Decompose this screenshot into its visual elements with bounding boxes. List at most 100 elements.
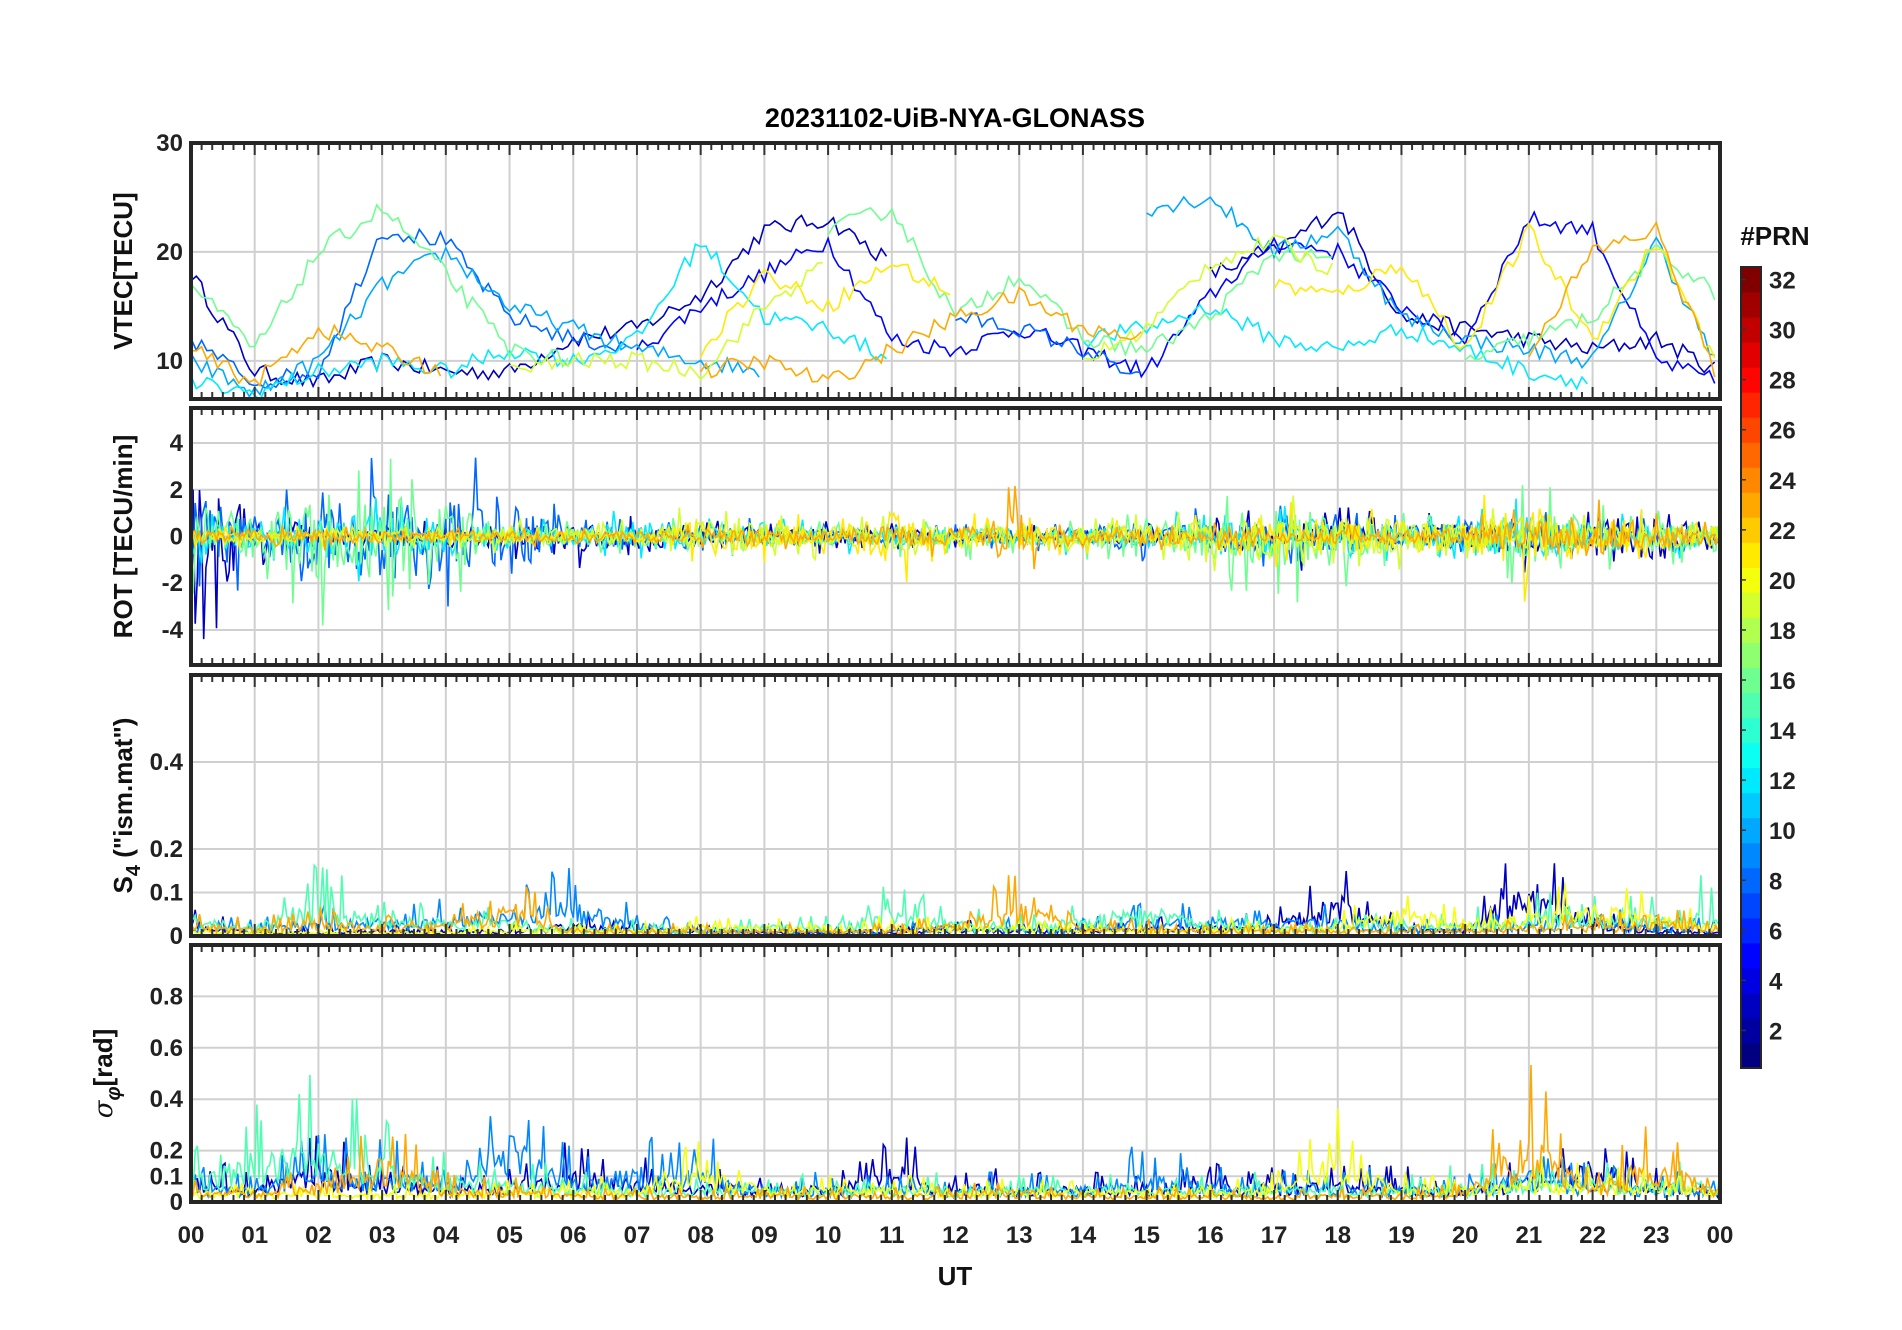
- panel-vtec: 10 20 30 VTEC[TECU]: [108, 130, 1722, 401]
- y-tick-label: 0.2: [150, 836, 183, 863]
- colorbar-swatch: [1741, 742, 1761, 769]
- colorbar-frame: [1740, 266, 1762, 1069]
- x-tick-label: 17: [1261, 1222, 1288, 1249]
- y-axis-label: VTEC[TECU]: [108, 192, 138, 349]
- colorbar-label: #PRN: [1740, 221, 1809, 251]
- colorbar-swatch: [1741, 967, 1761, 994]
- colorbar-tick-label: 26: [1769, 418, 1796, 445]
- colorbar-swatch: [1741, 867, 1761, 894]
- y-tick-label: 0.8: [150, 983, 183, 1010]
- x-tick-label: 22: [1579, 1222, 1606, 1249]
- y-axis-label: ROT [TECU/min]: [108, 435, 138, 639]
- y-tick-label: 0.1: [150, 880, 183, 907]
- panel-rot: -4 -2 0 2 4 ROT [TECU/min]: [108, 406, 1722, 667]
- y-tick-label: -2: [162, 570, 183, 597]
- colorbar-swatch: [1741, 1017, 1761, 1044]
- colorbar-swatch: [1741, 492, 1761, 518]
- colorbar-swatch: [1741, 292, 1761, 318]
- colorbar-tick-label: 20: [1769, 568, 1796, 595]
- x-tick-label: 14: [1070, 1222, 1097, 1249]
- series-line-prn-23: [191, 220, 1716, 388]
- x-tick-label: 11: [879, 1222, 904, 1249]
- x-tick-label: 00: [178, 1222, 205, 1249]
- colorbar-swatch: [1741, 792, 1761, 819]
- series-line-prn-8: [191, 457, 1720, 607]
- x-tick-label: 03: [369, 1222, 396, 1249]
- x-tick-label: 08: [687, 1222, 714, 1249]
- y-tick-label: 10: [156, 348, 183, 375]
- series-line-prn-12: [191, 243, 1588, 399]
- y-tick-label: 0.4: [150, 1086, 184, 1113]
- y-tick-label: 0: [170, 524, 183, 551]
- panel-frame: [189, 673, 1722, 938]
- x-tick-label: 23: [1643, 1222, 1670, 1249]
- colorbar-swatch: [1741, 317, 1761, 343]
- colorbar-tick-label: 28: [1769, 368, 1796, 395]
- colorbar-tick-label: 8: [1769, 868, 1782, 895]
- panel-s4: 0 0.1 0.2 0.4S4 ("ism.mat"): [108, 673, 1722, 950]
- x-tick-label: 07: [624, 1222, 651, 1249]
- y-tick-label: 0: [170, 1189, 183, 1216]
- y-tick-label: 20: [156, 239, 183, 266]
- colorbar-swatch: [1741, 542, 1761, 568]
- colorbar-tick-label: 4: [1769, 968, 1783, 995]
- colorbar-tick-label: 14: [1769, 718, 1796, 745]
- series-line-prn-19: [509, 233, 1334, 381]
- colorbar-swatch: [1741, 942, 1761, 969]
- x-tick-label: 15: [1133, 1222, 1160, 1249]
- series-line-prn-21: [699, 222, 1716, 359]
- colorbar-swatch: [1741, 392, 1761, 418]
- x-tick-label: 19: [1388, 1222, 1415, 1249]
- colorbar-tick-label: 32: [1769, 268, 1796, 295]
- colorbar-swatch: [1741, 817, 1761, 844]
- panel-sigma_phi: 00.10.2 0.4 0.6 0.8 σφ[rad]: [88, 943, 1722, 1216]
- y-tick-label: 0.2: [150, 1138, 183, 1165]
- x-tick-label: 12: [942, 1222, 969, 1249]
- colorbar-swatch: [1741, 717, 1761, 744]
- colorbar-tick-label: 6: [1769, 918, 1782, 945]
- series-group: [191, 195, 1716, 399]
- colorbar-tick-label: 10: [1769, 818, 1796, 845]
- series-line-prn-5: [636, 210, 1716, 384]
- y-tick-label: 30: [156, 130, 183, 157]
- series-group: [191, 457, 1720, 640]
- y-tick-label: 0.6: [150, 1035, 183, 1062]
- y-axis-label: S4 ("ism.mat"): [108, 718, 145, 894]
- colorbar-swatch: [1741, 992, 1761, 1019]
- x-tick-label: 04: [432, 1222, 459, 1249]
- chart-title: 20231102-UiB-NYA-GLONASS: [765, 103, 1145, 133]
- x-tick-label: 20: [1452, 1222, 1479, 1249]
- colorbar-swatch: [1741, 517, 1761, 543]
- series-line-prn-23: [191, 485, 1720, 570]
- y-axis-label: σφ[rad]: [88, 1029, 125, 1119]
- colorbar-tick-label: 24: [1769, 468, 1796, 495]
- y-tick-label: 0.4: [150, 749, 184, 776]
- colorbar-tick-label: 22: [1769, 518, 1796, 545]
- colorbar-tick-label: 16: [1769, 668, 1796, 695]
- colorbar-swatch: [1741, 692, 1761, 719]
- colorbar-swatch: [1741, 892, 1761, 919]
- colorbar-swatch: [1741, 1042, 1761, 1069]
- x-tick-label: 10: [815, 1222, 842, 1249]
- y-tick-label: 2: [170, 477, 183, 504]
- colorbar-swatch: [1741, 267, 1761, 293]
- panel-frame: [189, 406, 1722, 667]
- colorbar-swatch: [1741, 642, 1761, 668]
- colorbar-swatch: [1741, 567, 1761, 593]
- x-tick-label: 05: [496, 1222, 523, 1249]
- x-tick-label: 06: [560, 1222, 587, 1249]
- colorbar-swatch: [1741, 592, 1761, 618]
- colorbar-swatch: [1741, 467, 1761, 493]
- x-tick-label: 13: [1006, 1222, 1033, 1249]
- y-tick-label: -4: [162, 617, 184, 644]
- colorbar-swatch: [1741, 417, 1761, 443]
- colorbar-swatch: [1741, 842, 1761, 869]
- colorbar-tick-label: 12: [1769, 768, 1796, 795]
- x-tick-label: 09: [751, 1222, 778, 1249]
- y-tick-label: 0.1: [150, 1163, 183, 1190]
- colorbar-swatch: [1741, 667, 1761, 694]
- colorbar-swatch: [1741, 767, 1761, 794]
- panel-frame: [189, 141, 1722, 401]
